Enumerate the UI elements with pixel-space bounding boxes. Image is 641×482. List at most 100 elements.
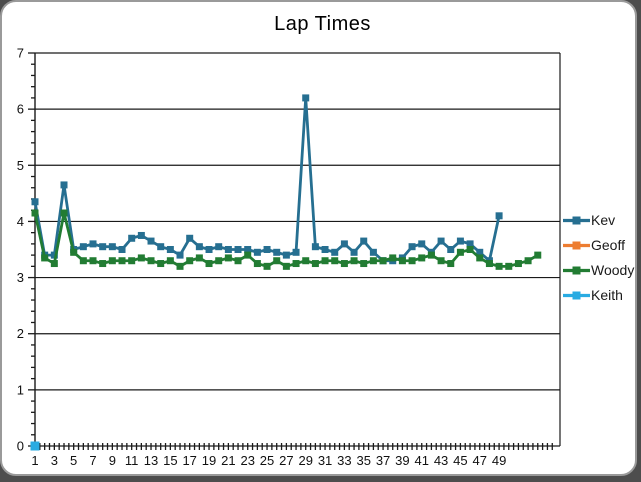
series-woody-marker [205, 260, 213, 268]
series-kev [31, 94, 503, 265]
svg-text:5: 5 [70, 453, 77, 468]
svg-text:23: 23 [240, 453, 254, 468]
legend-item-geoff: Geoff [563, 237, 634, 253]
series-woody-marker [302, 257, 310, 265]
series-woody-marker [31, 209, 39, 217]
series-woody-marker [108, 257, 116, 265]
series-kev-marker [292, 248, 300, 256]
legend-marker-woody [563, 266, 590, 274]
series-woody-marker [456, 248, 464, 256]
series-kev-marker [118, 246, 126, 253]
series-woody-marker [234, 257, 242, 265]
series-keith [30, 441, 40, 451]
legend-label: Woody [591, 262, 635, 278]
series-woody-marker [70, 248, 78, 256]
legend-label: Geoff [591, 237, 625, 253]
svg-text:35: 35 [356, 453, 370, 468]
series-kev-marker [176, 251, 184, 259]
svg-text:7: 7 [17, 46, 24, 61]
svg-text:15: 15 [163, 453, 177, 468]
series-kev-marker [340, 240, 348, 248]
svg-text:17: 17 [182, 453, 196, 468]
series-kev-marker [331, 248, 339, 256]
series-woody-marker [137, 254, 145, 262]
y-axis-ticks [28, 52, 35, 447]
series-kev-marker [263, 246, 271, 253]
series-kev-marker [166, 246, 174, 253]
series-kev-marker [360, 237, 368, 245]
svg-text:37: 37 [376, 453, 390, 468]
svg-text:27: 27 [279, 453, 293, 468]
svg-text:3: 3 [17, 270, 24, 285]
series-woody-marker [485, 260, 493, 268]
series-woody-marker [41, 254, 49, 262]
series-woody-marker [331, 257, 339, 265]
legend-marker-kev [563, 216, 590, 224]
svg-text:31: 31 [318, 453, 332, 468]
svg-text:1: 1 [17, 382, 24, 397]
series-woody-marker [398, 257, 406, 265]
series-kev-marker [31, 198, 39, 206]
legend-label: Keith [591, 287, 623, 303]
series-kev-marker [418, 240, 426, 248]
svg-text:13: 13 [144, 453, 158, 468]
series-woody-marker [263, 262, 271, 270]
axis-frame [34, 53, 561, 446]
series-kev-line [33, 97, 501, 264]
svg-text:4: 4 [17, 214, 24, 229]
series-woody-marker [244, 251, 252, 259]
series-kev-marker [50, 251, 58, 259]
svg-text:21: 21 [221, 453, 235, 468]
series-woody-marker [505, 262, 513, 270]
series-woody-marker [389, 254, 397, 262]
series-woody-marker [350, 257, 358, 265]
series-woody-marker [495, 262, 503, 270]
series-kev-marker [369, 248, 377, 256]
series-kev-marker [495, 212, 503, 220]
series-kev-marker [186, 234, 194, 242]
svg-text:6: 6 [17, 102, 24, 117]
legend-item-keith: Keith [563, 287, 634, 303]
series-woody-marker [282, 262, 290, 270]
series-kev-marker [99, 243, 107, 251]
series-kev-marker [408, 243, 416, 251]
chart-legend: Kev Geoff Woody Keith [563, 212, 635, 303]
series-kev-marker [79, 243, 87, 251]
series-woody [31, 209, 542, 270]
series-woody-marker [50, 260, 58, 268]
series-woody-marker [321, 257, 329, 265]
series-kev-marker [321, 246, 329, 253]
series-woody-marker [147, 257, 155, 265]
legend-marker-keith [563, 291, 590, 299]
y-axis-labels: 0 1 2 3 4 5 6 7 [17, 46, 24, 454]
series-woody-marker [369, 257, 377, 265]
series-kev-marker [215, 243, 223, 251]
legend-item-woody: Woody [563, 262, 635, 278]
svg-text:25: 25 [260, 453, 274, 468]
series-woody-marker [157, 260, 165, 268]
svg-text:29: 29 [298, 453, 312, 468]
svg-text:2: 2 [17, 326, 24, 341]
series-woody-marker [379, 257, 387, 265]
series-woody-marker [128, 257, 136, 265]
svg-text:43: 43 [434, 453, 448, 468]
series-kev-marker [253, 248, 261, 256]
series-woody-marker [273, 257, 281, 265]
series-woody-marker [427, 251, 435, 259]
svg-text:49: 49 [492, 453, 506, 468]
series-woody-marker [340, 260, 348, 268]
series-woody-marker [476, 254, 484, 262]
svg-text:9: 9 [109, 453, 116, 468]
series-woody-marker [99, 260, 107, 268]
series-kev-marker [60, 181, 68, 189]
svg-text:0: 0 [17, 439, 24, 454]
svg-text:47: 47 [473, 453, 487, 468]
series-kev-marker [437, 237, 445, 245]
series-keith-marker [30, 441, 40, 451]
series-kev-marker [205, 246, 213, 253]
legend-label: Kev [591, 212, 616, 228]
svg-text:45: 45 [453, 453, 467, 468]
legend-item-kev: Kev [563, 212, 634, 228]
